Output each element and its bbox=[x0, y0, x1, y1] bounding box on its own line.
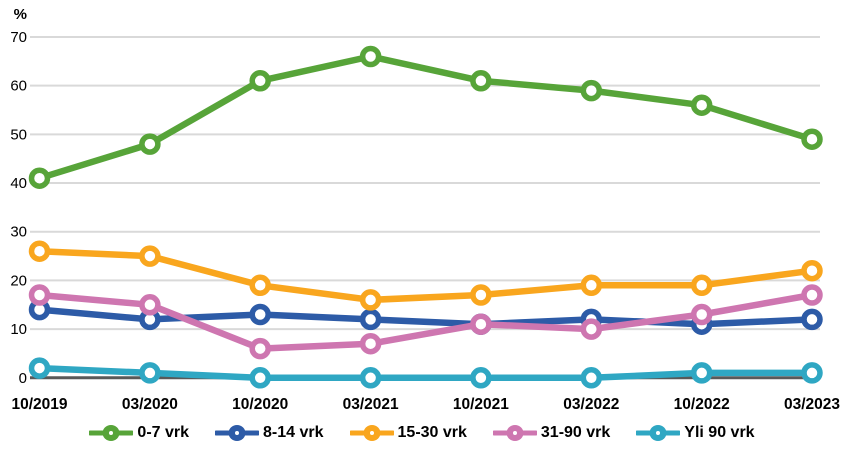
data-point-marker bbox=[139, 245, 161, 267]
y-axis-tick-label: 20 bbox=[10, 272, 27, 289]
data-point-marker bbox=[801, 362, 823, 384]
data-point-marker bbox=[470, 313, 492, 335]
series-line-0-7-vrk bbox=[36, 53, 816, 182]
series-line-31-90-vrk bbox=[36, 291, 816, 352]
legend-label: 8-14 vrk bbox=[263, 424, 324, 441]
y-axis-unit-label: % bbox=[14, 6, 27, 23]
legend-item-0-7-vrk: 0-7 vrk bbox=[89, 424, 189, 442]
y-axis-tick-label: 60 bbox=[10, 78, 27, 95]
data-point-marker bbox=[28, 284, 51, 306]
x-axis-label: 10/2021 bbox=[453, 396, 509, 413]
data-point-marker bbox=[249, 70, 271, 92]
legend-item-8-14-vrk: 8-14 vrk bbox=[215, 424, 324, 442]
legend-line-marker-icon bbox=[492, 425, 537, 441]
series-line-8-14-vrk bbox=[36, 306, 816, 328]
y-axis-tick-label: 50 bbox=[10, 126, 27, 143]
legend-label: 15-30 vrk bbox=[397, 424, 467, 441]
data-point-marker bbox=[359, 332, 382, 355]
legend-line-marker-icon bbox=[215, 425, 260, 441]
data-point-marker bbox=[249, 337, 271, 360]
data-point-marker bbox=[139, 133, 161, 155]
legend-label: 31-90 vrk bbox=[540, 424, 611, 441]
data-point-marker bbox=[580, 318, 603, 340]
x-axis-label: 10/2020 bbox=[232, 396, 288, 413]
data-point-marker bbox=[28, 240, 51, 262]
line-chart-svg: 0 10 20 30 40 50 60 70% 10/2019 03/2020 10/2020 03/… bbox=[10, 6, 840, 413]
data-point-marker bbox=[690, 303, 713, 326]
data-point-marker bbox=[470, 284, 492, 306]
data-point-marker bbox=[249, 303, 271, 326]
legend-line-marker-icon bbox=[89, 425, 134, 441]
legend-label: Yli 90 vrk bbox=[684, 424, 755, 441]
data-point-marker bbox=[580, 367, 603, 389]
y-axis-tick-label: 10 bbox=[10, 321, 27, 338]
data-point-marker bbox=[249, 367, 271, 389]
legend-line-marker-icon bbox=[349, 425, 394, 441]
y-axis-tick-label: 70 bbox=[10, 29, 27, 46]
data-point-marker bbox=[580, 274, 603, 297]
chart-legend: 0-7 vrk 8-14 vrk 15-30 vrk 31-90 vrk Yli 90 … bbox=[0, 424, 844, 442]
data-point-marker bbox=[249, 274, 271, 297]
legend-line-marker-icon bbox=[636, 425, 681, 441]
data-point-marker bbox=[359, 45, 382, 68]
data-point-marker bbox=[139, 294, 161, 316]
y-axis-tick-label: 0 bbox=[19, 370, 27, 387]
series-line-yli-90-vrk bbox=[36, 364, 816, 382]
x-axis-label: 03/2020 bbox=[122, 396, 178, 413]
data-point-marker bbox=[359, 367, 382, 389]
y-axis-tick-label: 30 bbox=[10, 224, 27, 241]
data-point-marker bbox=[801, 259, 823, 282]
series-line-15-30-vrk bbox=[36, 247, 816, 304]
x-axis-label: 03/2022 bbox=[563, 396, 619, 413]
data-point-marker bbox=[690, 362, 713, 384]
x-axis-label: 10/2022 bbox=[674, 396, 730, 413]
data-point-marker bbox=[28, 357, 51, 379]
data-point-marker bbox=[359, 289, 382, 311]
data-point-marker bbox=[801, 308, 823, 331]
data-point-marker bbox=[139, 362, 161, 384]
data-point-marker bbox=[470, 70, 492, 92]
data-point-marker bbox=[690, 94, 713, 116]
data-point-marker bbox=[28, 167, 51, 189]
data-point-marker bbox=[580, 79, 603, 102]
x-axis-label: 10/2019 bbox=[11, 396, 67, 413]
data-point-marker bbox=[801, 284, 823, 306]
legend-label: 0-7 vrk bbox=[137, 424, 190, 441]
legend-item-15-30-vrk: 15-30 vrk bbox=[349, 424, 467, 442]
x-axis-label: 03/2021 bbox=[343, 396, 399, 413]
y-axis-tick-label: 40 bbox=[10, 175, 27, 192]
legend-item-31-90-vrk: 31-90 vrk bbox=[492, 424, 611, 442]
x-axis-label: 03/2023 bbox=[784, 396, 840, 413]
legend-item-yli-90-vrk: Yli 90 vrk bbox=[636, 424, 755, 442]
data-point-marker bbox=[690, 274, 713, 297]
data-point-marker bbox=[470, 367, 492, 389]
data-point-marker bbox=[359, 308, 382, 331]
data-point-marker bbox=[801, 128, 823, 150]
